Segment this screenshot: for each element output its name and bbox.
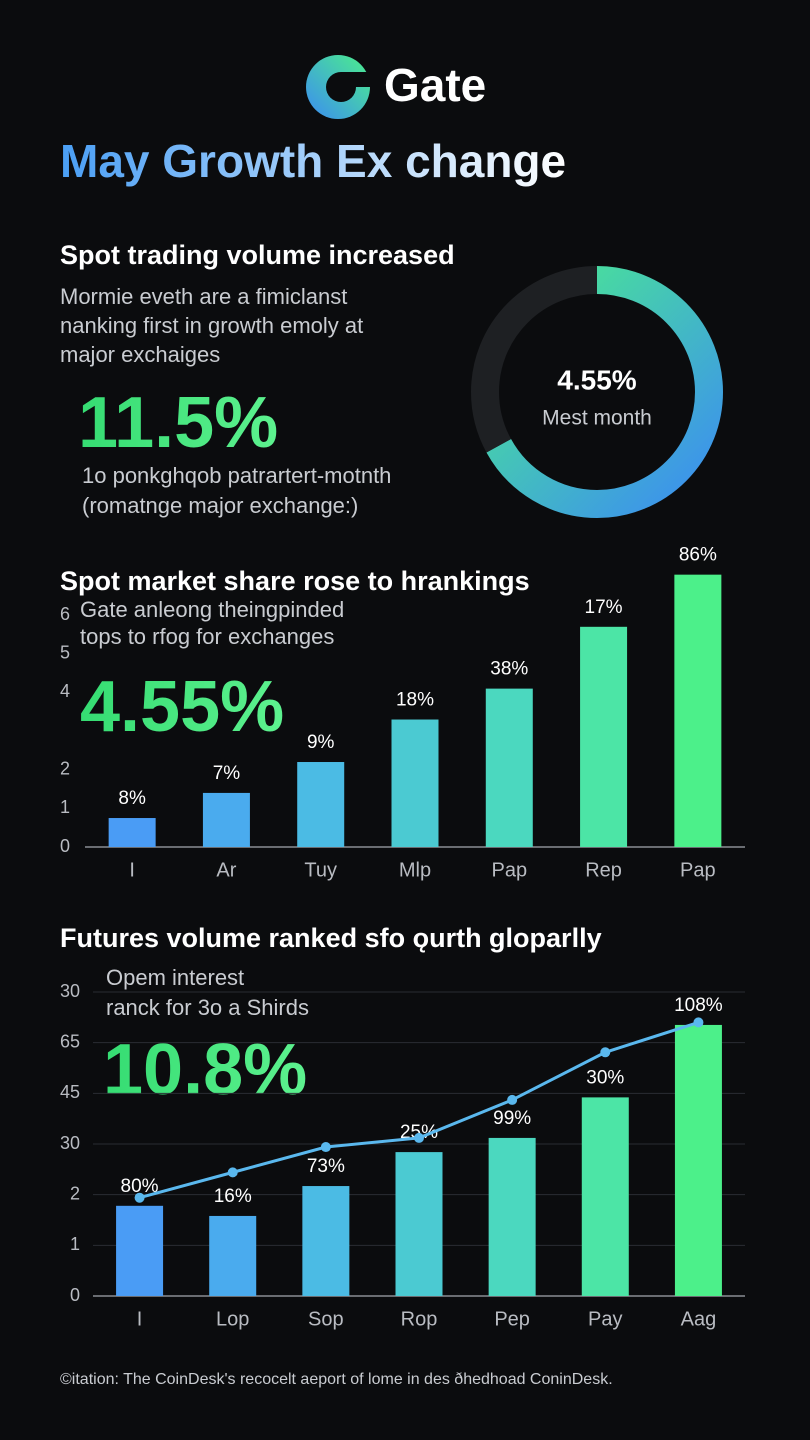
- y-tick-label: 30: [60, 1133, 80, 1153]
- y-tick-label: 1: [70, 1234, 80, 1254]
- bar-label: 86%: [679, 545, 717, 566]
- y-tick-label: 30: [60, 981, 80, 1001]
- bar-label: 9%: [307, 732, 335, 753]
- highlight-value: 4.55%: [80, 667, 284, 747]
- bar: [674, 574, 722, 847]
- x-tick-label: Ar: [216, 859, 236, 881]
- bar-label: 99%: [493, 1108, 531, 1129]
- trend-point: [320, 1142, 331, 1153]
- bar: [488, 1137, 536, 1296]
- trend-point: [227, 1167, 238, 1178]
- x-tick-label: Mlp: [399, 859, 431, 881]
- highlight-value: 10.8%: [103, 1030, 307, 1110]
- page-title: May Growth Ex change: [60, 135, 566, 187]
- y-tick-label: 0: [60, 836, 70, 856]
- bar: [209, 1215, 257, 1296]
- x-tick-label: Aag: [681, 1308, 717, 1330]
- bar: [580, 626, 628, 847]
- y-tick-label: 2: [60, 758, 70, 778]
- bar-label: 108%: [674, 995, 723, 1016]
- section-note: 1o ponkghqob patrartert-motnth: [82, 463, 391, 488]
- y-tick-label: 1: [60, 797, 70, 817]
- y-tick-label: 0: [70, 1285, 80, 1305]
- trend-point: [693, 1017, 704, 1028]
- trend-point: [414, 1132, 424, 1143]
- bar: [108, 818, 156, 847]
- section-note: (romatnge major exchange:): [82, 493, 358, 518]
- x-tick-label: Rep: [585, 859, 622, 881]
- x-tick-label: Pep: [494, 1308, 530, 1330]
- trend-point: [600, 1047, 611, 1058]
- x-tick-label: Lop: [216, 1308, 249, 1330]
- bar: [297, 762, 345, 847]
- y-tick-label: 5: [60, 643, 70, 663]
- x-tick-label: Rop: [401, 1308, 438, 1330]
- x-tick-label: I: [129, 859, 135, 881]
- bar: [395, 1152, 443, 1296]
- x-tick-label: Tuy: [304, 859, 337, 881]
- bar: [116, 1205, 164, 1296]
- logo-icon: [306, 55, 371, 119]
- bar: [302, 1186, 350, 1296]
- section-description: nanking first in growth emoly at: [60, 313, 363, 338]
- bar-label: 17%: [585, 597, 623, 618]
- bar: [202, 792, 250, 847]
- bar-label: 16%: [214, 1186, 252, 1207]
- donut-segment: [471, 266, 723, 518]
- section-description: ranck for 3o a Shirds: [106, 995, 309, 1020]
- section-description: Opem interest: [106, 965, 244, 990]
- x-tick-label: Sop: [308, 1308, 344, 1330]
- x-tick-label: I: [137, 1308, 143, 1330]
- section-description: tops to rfog for exchanges: [80, 624, 334, 649]
- y-tick-label: 4: [60, 681, 70, 701]
- trend-point: [134, 1192, 145, 1203]
- footer-citation: ©itation: The CoinDesk's recocelt aeport…: [60, 1371, 613, 1388]
- x-tick-label: Pay: [588, 1308, 622, 1330]
- section-heading: Spot trading volume increased: [60, 240, 455, 270]
- donut-center-value: 4.55%: [557, 364, 636, 395]
- bar: [674, 1024, 722, 1296]
- x-tick-label: Pap: [680, 859, 716, 881]
- y-tick-label: 6: [60, 604, 70, 624]
- bar-label: 18%: [396, 690, 434, 711]
- section-description: Mormie eveth are a fimiclanst: [60, 284, 347, 309]
- bar-label: 80%: [121, 1176, 159, 1197]
- logo-text: Gate: [384, 59, 486, 111]
- bar: [581, 1097, 629, 1296]
- bar-label: 30%: [586, 1067, 624, 1088]
- y-tick-label: 45: [60, 1082, 80, 1102]
- bar-label: 7%: [213, 763, 241, 784]
- bar-label: 8%: [118, 788, 146, 809]
- x-tick-label: Pap: [491, 859, 527, 881]
- y-tick-label: 65: [60, 1031, 80, 1051]
- bar: [485, 688, 533, 847]
- donut-center-caption: Mest month: [542, 407, 652, 430]
- bar-label: 38%: [490, 659, 528, 680]
- section-description: major exchaiges: [60, 342, 220, 367]
- trend-point: [507, 1094, 518, 1105]
- section-description: Gate anleong theingpinded: [80, 597, 344, 622]
- highlight-value: 11.5%: [78, 383, 278, 463]
- bar-label: 73%: [307, 1156, 345, 1177]
- y-tick-label: 2: [70, 1183, 80, 1203]
- section-heading: Futures volume ranked sfo ǫurth gloparll…: [60, 923, 602, 953]
- section-heading: Spot market share rose to hrankings: [60, 566, 530, 596]
- bar: [391, 719, 439, 847]
